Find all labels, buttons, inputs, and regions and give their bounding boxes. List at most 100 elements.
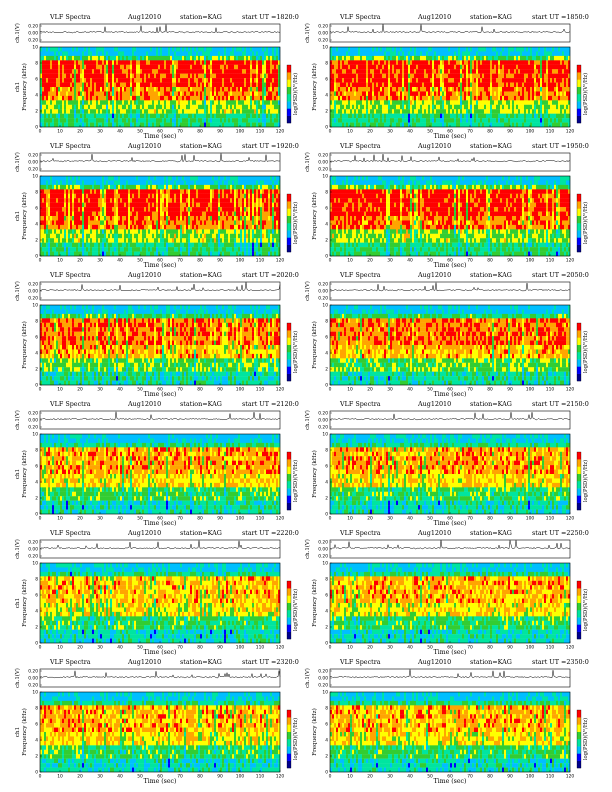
heatmap-cell (80, 238, 83, 243)
heatmap-cell (474, 47, 477, 52)
heatmap-cell (562, 109, 565, 114)
colorbar-frame (576, 64, 582, 124)
heatmap-cell (160, 118, 163, 123)
heatmap-cell (538, 104, 541, 110)
heatmap-cell (146, 73, 149, 79)
heatmap-cell (60, 242, 63, 248)
heatmap-cell (66, 207, 69, 212)
heatmap-cell (54, 55, 57, 61)
heatmap-cell (548, 60, 551, 65)
heatmap-cell (248, 122, 251, 128)
heatmap-cell (230, 69, 233, 74)
heatmap-cell (532, 55, 535, 61)
heatmap-cell (62, 73, 65, 79)
heatmap-cell (548, 104, 551, 110)
heatmap-cell (508, 47, 511, 52)
heatmap-cell (244, 60, 247, 65)
heatmap-cell (352, 69, 355, 74)
heatmap-cell (150, 91, 153, 97)
heatmap-cell (244, 109, 247, 114)
heatmap-cell (162, 73, 165, 79)
heatmap-cell (126, 100, 129, 105)
heatmap-cell (42, 100, 45, 105)
heatmap-cell (198, 51, 201, 57)
heatmap-cell (226, 64, 229, 70)
heatmap-cell (498, 100, 501, 105)
heatmap-cell (396, 118, 399, 123)
heatmap-cell (228, 118, 231, 123)
heatmap-cell (340, 69, 343, 74)
heatmap-cell (158, 60, 161, 65)
heatmap-cell (136, 47, 139, 52)
heatmap-cell (178, 55, 181, 61)
heatmap-cell (462, 109, 465, 114)
heatmap-cell (150, 73, 153, 79)
heatmap-cell (186, 69, 189, 74)
heatmap-cell (182, 82, 185, 88)
heatmap-cell (228, 95, 231, 101)
heatmap-cell (518, 82, 521, 88)
heatmap-cell (554, 91, 557, 97)
heatmap-cell (140, 104, 143, 110)
heatmap-cell (154, 87, 157, 92)
heatmap-cell (496, 122, 499, 128)
heatmap-cell (396, 100, 399, 105)
heatmap-cell (210, 87, 213, 92)
heatmap-cell (262, 73, 265, 79)
heatmap-cell (46, 78, 49, 83)
heatmap-cell (114, 64, 117, 70)
heatmap-cell (522, 69, 525, 74)
heatmap-cell (78, 55, 81, 61)
heatmap-cell (540, 64, 543, 70)
heatmap-cell (44, 184, 47, 190)
heatmap-cell (164, 122, 167, 128)
heatmap-cell (238, 64, 241, 70)
heatmap-cell (242, 51, 245, 57)
heatmap-cell (504, 64, 507, 70)
heatmap-cell (94, 184, 97, 190)
heatmap-cell (150, 113, 153, 119)
heatmap-cell (392, 47, 395, 52)
heatmap-cell (452, 109, 455, 114)
heatmap-cell (40, 100, 43, 105)
heatmap-cell (128, 51, 131, 57)
heatmap-cell (236, 91, 239, 97)
heatmap-cell (48, 207, 51, 212)
heatmap-cell (404, 113, 407, 119)
heatmap-cell (394, 55, 397, 61)
heatmap-cell (158, 104, 161, 110)
heatmap-cell (92, 82, 95, 88)
heatmap-cell (86, 224, 89, 230)
heatmap-cell (44, 176, 47, 181)
heatmap-cell (362, 100, 365, 105)
heatmap-cell (96, 238, 99, 243)
heatmap-cell (246, 60, 249, 65)
heatmap-cell (190, 47, 193, 52)
heatmap-cell (110, 51, 113, 57)
heatmap-cell (200, 91, 203, 97)
heatmap-cell (190, 118, 193, 123)
heatmap-cell (264, 47, 267, 52)
heatmap-cell (232, 82, 235, 88)
waveform-tick-label: 0.20 (28, 24, 38, 30)
heatmap-cell (348, 87, 351, 92)
heatmap-cell (494, 55, 497, 61)
heatmap-cell (550, 91, 553, 97)
heatmap-cell (470, 73, 473, 79)
heatmap-cell (224, 60, 227, 65)
heatmap-cell (96, 47, 99, 52)
colorbar-segment (287, 108, 291, 116)
heatmap-cell (378, 64, 381, 70)
heatmap-cell (240, 64, 243, 70)
heatmap-cell (60, 184, 63, 190)
heatmap-cell (134, 109, 137, 114)
heatmap-cell (404, 87, 407, 92)
heatmap-cell (554, 100, 557, 105)
heatmap-cell (264, 118, 267, 123)
heatmap-cell (70, 47, 73, 52)
heatmap-cell (446, 82, 449, 88)
heatmap-cell (60, 73, 63, 79)
heatmap-cell (82, 242, 85, 248)
heatmap-cell (62, 216, 65, 221)
heatmap-cell (514, 104, 517, 110)
